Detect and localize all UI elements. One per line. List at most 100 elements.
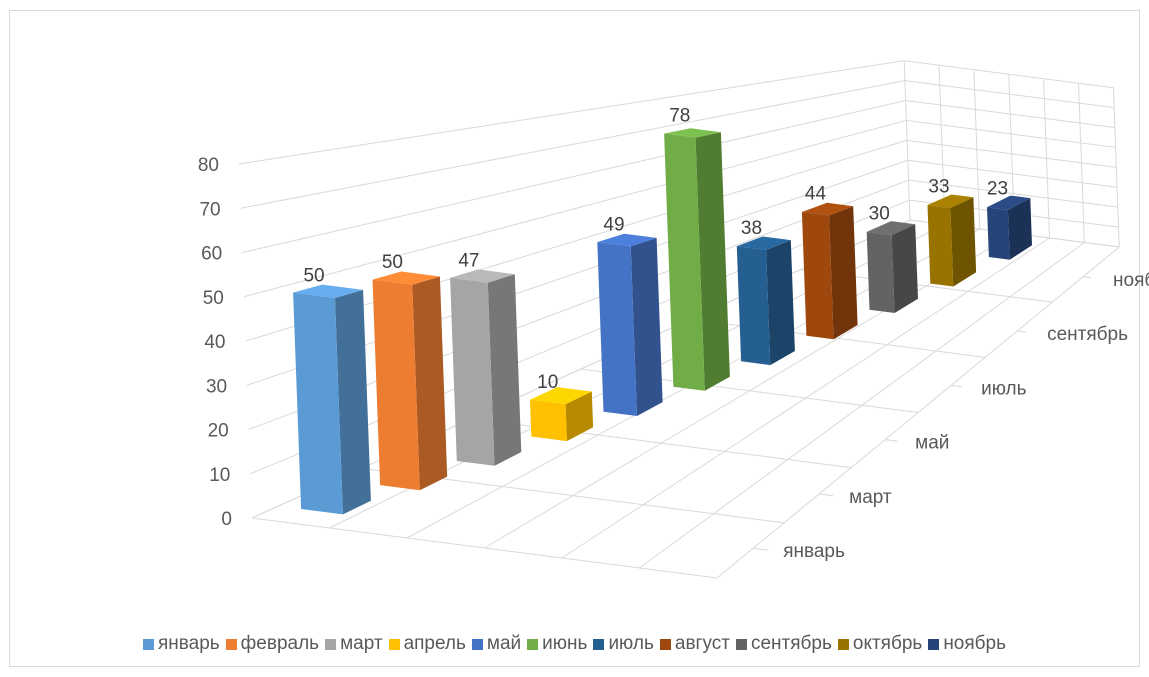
legend-label: январь (157, 633, 220, 654)
bar-front (801, 212, 834, 340)
bars (293, 128, 1032, 515)
back-wall-gridline (1078, 83, 1085, 243)
bar-top (664, 128, 721, 138)
bar-front (372, 279, 420, 491)
bar-июнь (664, 128, 730, 391)
bar-ноябрь (987, 195, 1032, 260)
floor-gridline (251, 517, 718, 579)
side-wall-gridline (243, 119, 907, 298)
bar-side (891, 224, 918, 313)
legend-label: апрель (403, 633, 466, 654)
data-label: 30 (869, 204, 890, 225)
bar-top (293, 284, 364, 298)
bar-side (335, 289, 371, 515)
bar-side (695, 132, 730, 391)
chart-area (9, 10, 1140, 667)
legend-item: апрель (388, 633, 466, 655)
bar-front (866, 231, 895, 313)
y-tick-label: 40 (204, 332, 225, 353)
legend-item: март (325, 633, 383, 655)
bar-front (293, 292, 343, 515)
legend-item: ноябрь (928, 633, 1006, 655)
legend-swatch (527, 638, 539, 650)
bar-август (801, 202, 858, 340)
bar-top (372, 271, 440, 285)
data-label: 44 (805, 184, 827, 205)
legend-label: март (340, 633, 383, 654)
legend-swatch (388, 638, 400, 650)
bar-side (766, 240, 795, 366)
legend-label: август (674, 633, 730, 654)
bar-апрель (530, 387, 594, 442)
bar-top (597, 233, 657, 247)
bar-side (950, 197, 977, 287)
bar-top (927, 194, 974, 208)
data-label: 33 (928, 177, 949, 198)
back-wall-gridline (1112, 87, 1120, 248)
side-wall-gridline (240, 80, 905, 209)
legend-label: ноябрь (943, 633, 1007, 654)
bar-октябрь (927, 194, 977, 287)
bar-side (1007, 198, 1032, 260)
bar-июль (736, 236, 795, 366)
y-tick-label: 50 (203, 288, 224, 309)
bar-front (987, 207, 1010, 260)
bar-май (597, 233, 663, 416)
legend-label: май (486, 633, 522, 654)
bar-сентябрь (866, 221, 918, 313)
floor-gridline (690, 318, 986, 358)
depth-tick-label: май (915, 433, 949, 454)
depth-tick-mark (951, 384, 963, 388)
legend-swatch (142, 638, 154, 650)
bar-top (987, 195, 1031, 210)
bar-front (530, 399, 567, 442)
depth-tick-label: ноябрь (1113, 270, 1149, 291)
bar-март (450, 269, 522, 466)
data-labels: 23 33 30 44 38 78 49 10 47 50 50 (303, 106, 1008, 393)
legend-item: август (659, 633, 730, 655)
legend-label: июнь (542, 633, 588, 654)
bar-top (866, 221, 916, 236)
side-wall-gridline (238, 60, 905, 165)
legend-item: май (471, 633, 522, 655)
y-tick-label: 30 (206, 376, 227, 397)
bar-front (736, 246, 771, 366)
legend-item: февраль (225, 633, 320, 655)
legend: январь февраль март апрель май июнь июль август… (0, 633, 1149, 655)
legend-swatch (325, 638, 337, 650)
data-label: 10 (537, 372, 558, 393)
legend-item: июнь (527, 633, 587, 655)
bar-side (487, 274, 522, 466)
legend-swatch (928, 638, 940, 650)
y-tick-label: 0 (221, 509, 232, 530)
y-tick-label: 70 (199, 199, 220, 220)
legend-label: июль (608, 633, 654, 654)
bar-side (829, 206, 858, 340)
y-tick-label: 10 (209, 465, 230, 486)
data-label: 23 (987, 179, 1008, 200)
legend-label: октябрь (852, 633, 923, 654)
bar-front (450, 277, 495, 466)
data-label: 38 (741, 218, 762, 239)
depth-tick-label: март (849, 487, 892, 508)
data-label: 49 (603, 214, 624, 235)
bar-top (736, 236, 791, 250)
back-wall-gridline (1043, 78, 1050, 239)
floor-gridline (471, 418, 852, 469)
legend-item: июль (593, 633, 654, 655)
bar-side (630, 237, 663, 416)
bar-top (450, 269, 515, 283)
bar-front (664, 133, 705, 391)
depth-tick-mark (885, 439, 898, 442)
legend-swatch (659, 638, 671, 650)
legend-label: сентябрь (750, 633, 832, 654)
y-tick-label: 80 (198, 155, 219, 176)
data-label: 50 (382, 252, 403, 273)
bar-февраль (372, 271, 448, 491)
legend-label: февраль (240, 633, 320, 654)
depth-axis-ticks: январь март май июль сентябрь ноябрь (753, 270, 1149, 562)
bar-top (530, 387, 592, 405)
depth-tick-mark (753, 547, 769, 551)
bar-side (412, 276, 448, 491)
